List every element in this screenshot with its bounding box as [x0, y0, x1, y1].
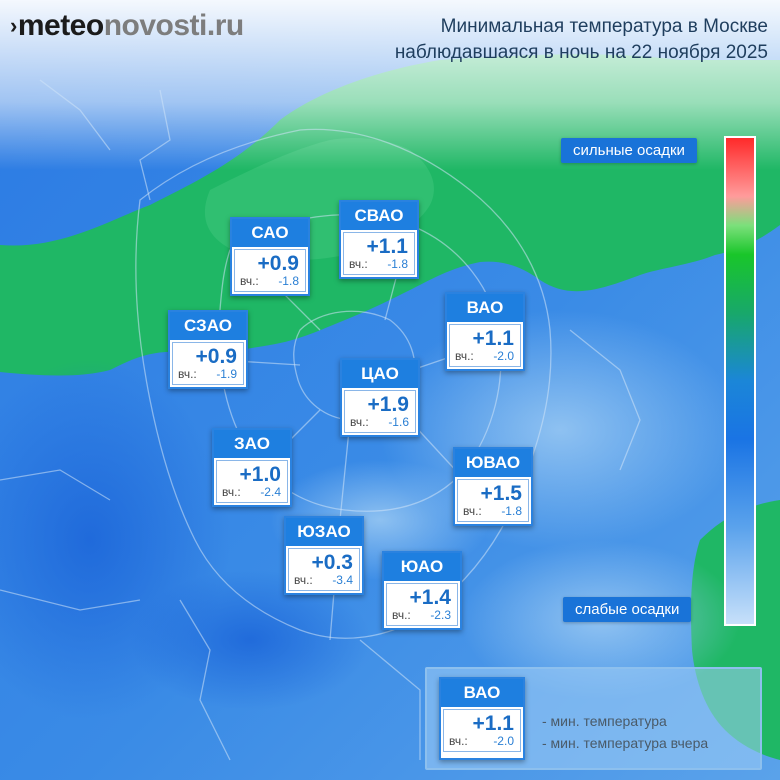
- district-values: +1.4 вч.: -2.3: [386, 583, 458, 626]
- district-temp: +0.9: [257, 252, 299, 275]
- map-title-line1: Минимальная температура в Москве: [440, 16, 768, 37]
- district-yesterday-temp: -1.6: [388, 415, 409, 429]
- district-temp: +1.0: [239, 463, 281, 486]
- yesterday-label: вч.:: [350, 415, 369, 429]
- heavy-precip-spot: [130, 570, 370, 710]
- district-values: +1.5 вч.: -1.8: [457, 479, 529, 522]
- map-title: Минимальная температура в Москве наблюда…: [395, 14, 768, 66]
- precipitation-scale-bar: [724, 136, 756, 626]
- legend-sample-yesterday: -2.0: [493, 734, 514, 748]
- district-temp: +0.9: [195, 345, 237, 368]
- district-temp: +1.5: [480, 482, 522, 505]
- legend-sample-temp: +1.1: [472, 712, 514, 735]
- scale-label-heavy: сильные осадки: [561, 138, 697, 163]
- district-yesterday-temp: -2.0: [493, 349, 514, 363]
- district-yesterday-temp: -1.8: [501, 504, 522, 518]
- logo-normal-part: novosti.ru: [103, 9, 245, 42]
- district-yesterday-temp: -1.8: [278, 274, 299, 288]
- yesterday-label: вч.:: [178, 367, 197, 381]
- district-temp: +1.4: [409, 586, 451, 609]
- legend-sample-name: ВАО: [441, 679, 523, 707]
- legend-min-temp-text: - мин. температура: [542, 713, 667, 729]
- district-name: СВАО: [341, 202, 417, 230]
- district-card-yuao: ЮАО +1.4 вч.: -2.3: [382, 551, 462, 630]
- district-temp: +1.9: [367, 393, 409, 416]
- district-yesterday-temp: -2.4: [260, 485, 281, 499]
- district-temp: +1.1: [472, 327, 514, 350]
- yesterday-label: вч.:: [463, 504, 482, 518]
- district-name: ЮАО: [384, 553, 460, 581]
- district-yesterday-temp: -1.9: [216, 367, 237, 381]
- district-values: +1.1 вч.: -2.0: [449, 324, 521, 367]
- yesterday-label: вч.:: [349, 257, 368, 271]
- district-yesterday-temp: -1.8: [387, 257, 408, 271]
- district-values: +0.3 вч.: -3.4: [288, 548, 360, 591]
- logo-bold-part: meteo: [17, 9, 104, 42]
- district-card-vao: ВАО +1.1 вч.: -2.0: [445, 292, 525, 371]
- district-temp: +0.3: [311, 551, 353, 574]
- district-name: САО: [232, 219, 308, 247]
- legend-min-temp-yesterday-text: - мин. температура вчера: [542, 735, 709, 751]
- district-card-svao: СВАО +1.1 вч.: -1.8: [339, 200, 419, 279]
- district-values: +1.0 вч.: -2.4: [216, 460, 288, 503]
- district-name: ЗАО: [214, 430, 290, 458]
- district-card-yuvao: ЮВАО +1.5 вч.: -1.8: [453, 447, 533, 526]
- district-values: +0.9 вч.: -1.9: [172, 342, 244, 385]
- site-logo[interactable]: ›meteonovosti.ru: [10, 8, 244, 44]
- district-name: ЦАО: [342, 360, 418, 388]
- district-name: СЗАО: [170, 312, 246, 340]
- district-card-yuzao: ЮЗАО +0.3 вч.: -3.4: [284, 516, 364, 595]
- district-name: ВАО: [447, 294, 523, 322]
- yesterday-label: вч.:: [294, 573, 313, 587]
- district-card-tsao: ЦАО +1.9 вч.: -1.6: [340, 358, 420, 437]
- district-values: +0.9 вч.: -1.8: [234, 249, 306, 292]
- yesterday-label: вч.:: [392, 608, 411, 622]
- logo-arrow-icon: ›: [10, 13, 17, 38]
- yesterday-label: вч.:: [240, 274, 259, 288]
- district-yesterday-temp: -3.4: [332, 573, 353, 587]
- district-name: ЮВАО: [455, 449, 531, 477]
- yesterday-label: вч.:: [222, 485, 241, 499]
- district-card-sao: САО +0.9 вч.: -1.8: [230, 217, 310, 296]
- district-temp: +1.1: [366, 235, 408, 258]
- district-values: +1.9 вч.: -1.6: [344, 390, 416, 433]
- legend-sample-card: ВАО +1.1 вч.: -2.0: [439, 677, 525, 760]
- scale-label-light: слабые осадки: [563, 597, 692, 622]
- district-name: ЮЗАО: [286, 518, 362, 546]
- district-yesterday-temp: -2.3: [430, 608, 451, 622]
- map-title-line2: наблюдавшаяся в ночь на 22 ноября 2025: [394, 42, 768, 63]
- district-card-zao: ЗАО +1.0 вч.: -2.4: [212, 428, 292, 507]
- district-values: +1.1 вч.: -1.8: [343, 232, 415, 275]
- yesterday-label: вч.:: [455, 349, 474, 363]
- legend-sample-values: +1.1 вч.: -2.0: [443, 709, 521, 752]
- yesterday-label: вч.:: [449, 734, 468, 748]
- district-card-szao: СЗАО +0.9 вч.: -1.9: [168, 310, 248, 389]
- legend-box: ВАО +1.1 вч.: -2.0 - мин. температура - …: [425, 667, 762, 770]
